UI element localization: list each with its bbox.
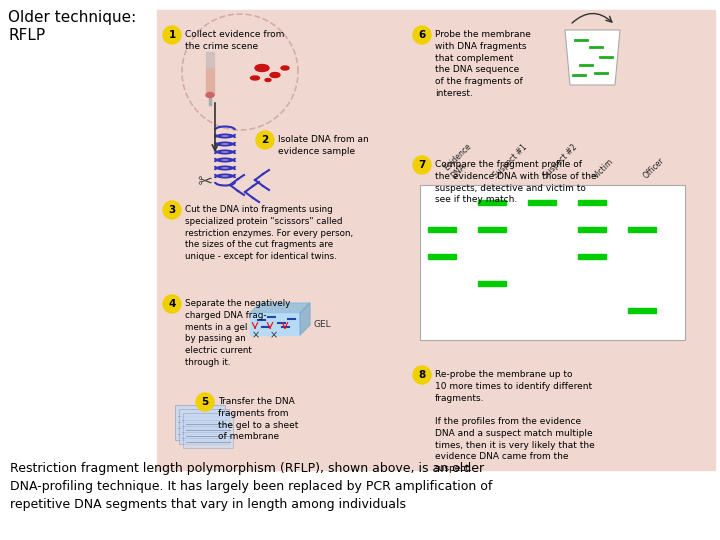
Bar [528, 200, 556, 205]
Text: Collect evidence from
the crime scene: Collect evidence from the crime scene [185, 30, 284, 51]
Text: 5: 5 [202, 397, 209, 407]
Polygon shape [250, 313, 300, 335]
Text: 7: 7 [418, 160, 426, 170]
Ellipse shape [251, 76, 259, 80]
Text: Transfer the DNA
fragments from
the gel to a sheet
of membrane: Transfer the DNA fragments from the gel … [218, 397, 298, 441]
Bar [206, 67, 214, 95]
Bar [428, 227, 456, 232]
Bar [206, 52, 214, 67]
Circle shape [256, 131, 274, 149]
Polygon shape [565, 30, 620, 85]
Text: ×: × [252, 330, 260, 340]
Polygon shape [250, 303, 310, 313]
Text: Evidence
DNA: Evidence DNA [442, 142, 480, 180]
Text: RFLP: RFLP [8, 28, 45, 43]
Circle shape [163, 295, 181, 313]
Text: Separate the negatively
charged DNA frag-
ments in a gel
by passing an
electric : Separate the negatively charged DNA frag… [185, 299, 290, 367]
Circle shape [163, 201, 181, 219]
Text: 1: 1 [168, 30, 176, 40]
Text: Cut the DNA into fragments using
specialized protein "scissors" called
restricti: Cut the DNA into fragments using special… [185, 205, 353, 261]
Ellipse shape [206, 92, 214, 98]
Text: Restriction fragment length polymorphism (RFLP), shown above, is an older
DNA-pr: Restriction fragment length polymorphism… [10, 462, 492, 511]
Ellipse shape [265, 78, 271, 82]
Bar [478, 227, 506, 232]
Text: Older technique:: Older technique: [8, 10, 136, 25]
Text: Suspect #2: Suspect #2 [542, 143, 580, 180]
Text: ×: × [270, 330, 278, 340]
Text: Re-probe the membrane up to
10 more times to identify different
fragments.: Re-probe the membrane up to 10 more time… [435, 370, 592, 403]
Bar [157, 10, 715, 470]
Text: 4: 4 [168, 299, 176, 309]
Ellipse shape [281, 66, 289, 70]
Text: Suspect #1: Suspect #1 [492, 143, 529, 180]
Circle shape [413, 26, 431, 44]
Text: Officer: Officer [642, 156, 667, 180]
Text: If the profiles from the evidence
DNA and a suspect match multiple
times, then i: If the profiles from the evidence DNA an… [435, 417, 595, 473]
Circle shape [196, 393, 214, 411]
Circle shape [413, 366, 431, 384]
Polygon shape [175, 405, 225, 440]
Bar [428, 254, 456, 259]
Circle shape [163, 26, 181, 44]
Polygon shape [300, 303, 310, 335]
Ellipse shape [255, 64, 269, 71]
Bar [578, 254, 606, 259]
Bar [420, 185, 685, 340]
Bar [578, 227, 606, 232]
Bar [578, 200, 606, 205]
Text: Probe the membrane
with DNA fragments
that complement
the DNA sequence
of the fr: Probe the membrane with DNA fragments th… [435, 30, 531, 98]
Text: 2: 2 [261, 135, 269, 145]
Text: 3: 3 [168, 205, 176, 215]
Text: 6: 6 [418, 30, 426, 40]
Text: 8: 8 [418, 370, 426, 380]
Bar [209, 93, 211, 105]
Text: GEL: GEL [313, 320, 330, 329]
Text: Isolate DNA from an
evidence sample: Isolate DNA from an evidence sample [278, 135, 369, 156]
Polygon shape [179, 409, 229, 444]
Bar [628, 227, 656, 232]
Bar [478, 200, 506, 205]
Text: ✂: ✂ [197, 173, 212, 191]
Ellipse shape [270, 72, 280, 78]
Bar [478, 281, 506, 286]
Bar [628, 308, 656, 313]
Text: Victim: Victim [592, 157, 616, 180]
Text: Compare the fragment profile of
the evidence DNA with those of the
suspects, det: Compare the fragment profile of the evid… [435, 160, 597, 205]
Circle shape [413, 156, 431, 174]
Polygon shape [183, 413, 233, 448]
